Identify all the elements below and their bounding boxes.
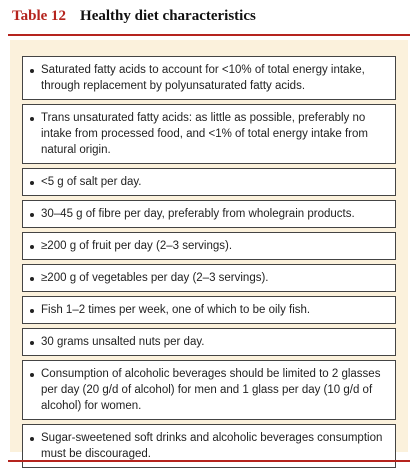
bottom-rule xyxy=(8,460,410,462)
item-text: Sugar-sweetened soft drinks and alcoholi… xyxy=(41,432,383,460)
bullet xyxy=(30,277,34,281)
diet-item: Saturated fatty acids to account for <10… xyxy=(22,56,396,100)
table-title: Healthy diet characteristics xyxy=(80,8,256,24)
diet-item: <5 g of salt per day. xyxy=(22,168,396,196)
item-text: 30–45 g of fibre per day, preferably fro… xyxy=(41,208,355,220)
table-label: Table 12 xyxy=(12,8,67,24)
item-text: Trans unsaturated fatty acids: as little… xyxy=(41,112,368,156)
item-text: Consumption of alcoholic beverages shoul… xyxy=(41,368,381,412)
item-text: <5 g of salt per day. xyxy=(41,176,142,188)
item-text: ≥200 g of fruit per day (2–3 servings). xyxy=(41,240,233,252)
item-text: ≥200 g of vegetables per day (2–3 servin… xyxy=(41,272,269,284)
diet-item: 30 grams unsalted nuts per day. xyxy=(22,328,396,356)
diet-item: 30–45 g of fibre per day, preferably fro… xyxy=(22,200,396,228)
bullet xyxy=(30,181,34,185)
diet-item: Consumption of alcoholic beverages shoul… xyxy=(22,360,396,420)
top-rule xyxy=(8,34,410,36)
diet-item: Trans unsaturated fatty acids: as little… xyxy=(22,104,396,164)
bullet xyxy=(30,437,34,441)
item-text: 30 grams unsalted nuts per day. xyxy=(41,336,205,348)
bullet xyxy=(30,341,34,345)
diet-item: ≥200 g of fruit per day (2–3 servings). xyxy=(22,232,396,260)
bullet xyxy=(30,245,34,249)
items-panel: Saturated fatty acids to account for <10… xyxy=(10,40,408,468)
item-text: Saturated fatty acids to account for <10… xyxy=(41,64,365,92)
bullet xyxy=(30,69,34,73)
bullet xyxy=(30,117,34,121)
diet-item: Fish 1–2 times per week, one of which to… xyxy=(22,296,396,324)
diet-item: ≥200 g of vegetables per day (2–3 servin… xyxy=(22,264,396,292)
table-header: Table 12 Healthy diet characteristics xyxy=(12,8,256,30)
bullet xyxy=(30,373,34,377)
item-text: Fish 1–2 times per week, one of which to… xyxy=(41,304,311,316)
bullet xyxy=(30,213,34,217)
bullet xyxy=(30,309,34,313)
